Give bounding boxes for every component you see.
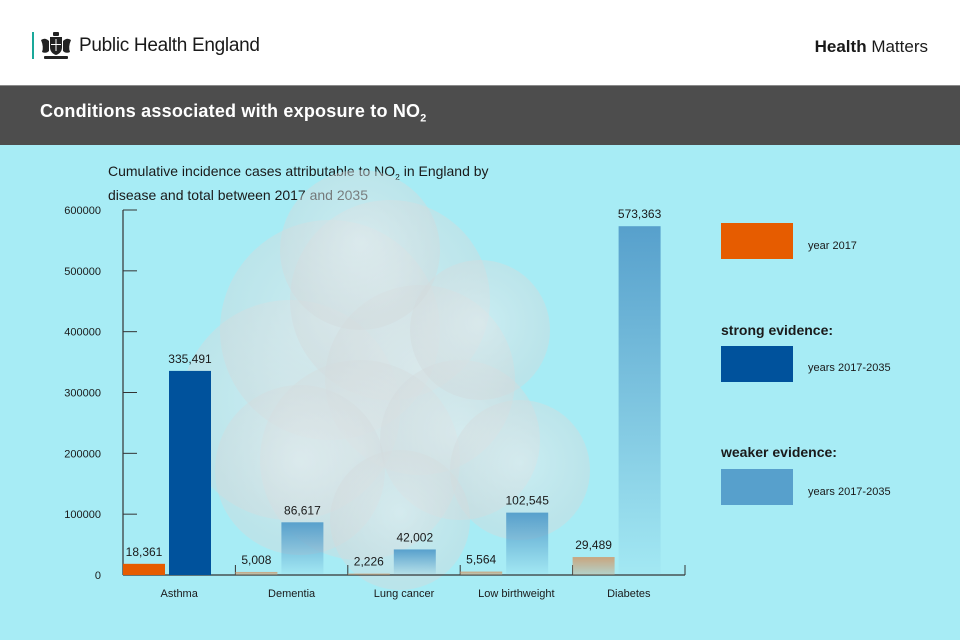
x-category-label: Diabetes bbox=[607, 588, 651, 600]
legend-label: years 2017-2035 bbox=[808, 362, 891, 374]
bar-2017-2035-weaker bbox=[618, 226, 661, 576]
data-label: 573,363 bbox=[618, 207, 662, 221]
x-category-label: Asthma bbox=[161, 588, 199, 600]
chart-title-before: Cumulative incidence cases attributable … bbox=[108, 163, 396, 179]
legend-swatch bbox=[721, 346, 793, 382]
y-tick-label: 400000 bbox=[64, 327, 101, 339]
page-title: Conditions associated with exposure to N… bbox=[40, 101, 426, 125]
legend-swatch bbox=[721, 469, 793, 505]
data-label: 29,489 bbox=[575, 538, 612, 552]
page-title-subscript: 2 bbox=[420, 112, 427, 125]
cloud-puff bbox=[410, 260, 550, 400]
data-label: 335,491 bbox=[168, 352, 212, 366]
page-title-text: Conditions associated with exposure to N… bbox=[40, 101, 421, 121]
publication-series-name: Health Matters bbox=[815, 37, 928, 57]
legend-label: years 2017-2035 bbox=[808, 486, 891, 498]
chart-title: Cumulative incidence cases attributable … bbox=[108, 162, 528, 204]
x-category-label: Dementia bbox=[268, 588, 316, 600]
bar-2017-2035-strong bbox=[169, 370, 211, 575]
bar-2017-2035-weaker bbox=[393, 549, 436, 575]
data-label: 5,564 bbox=[466, 553, 496, 567]
data-label: 86,617 bbox=[284, 503, 321, 517]
data-label: 42,002 bbox=[396, 530, 433, 544]
y-tick-label: 600000 bbox=[64, 205, 101, 217]
bar-2017-2035-weaker bbox=[506, 512, 549, 575]
bar-2017 bbox=[460, 571, 503, 575]
royal-crest-icon bbox=[41, 32, 71, 59]
logo-accent-bar bbox=[32, 32, 34, 59]
x-category-label: Lung cancer bbox=[374, 588, 435, 600]
chart-title-subscript: 2 bbox=[395, 171, 400, 182]
bar-2017 bbox=[572, 557, 615, 575]
legend-swatch bbox=[721, 223, 793, 259]
y-tick-label: 300000 bbox=[64, 388, 101, 400]
legend-label: year 2017 bbox=[808, 240, 857, 252]
y-tick-label: 200000 bbox=[64, 448, 101, 460]
bar-2017 bbox=[235, 571, 278, 575]
y-tick-label: 0 bbox=[95, 570, 101, 582]
series-name-bold: Health bbox=[814, 37, 867, 56]
cloud-puff bbox=[450, 400, 590, 540]
organisation-name: Public Health England bbox=[79, 35, 260, 56]
cloud-puff bbox=[280, 170, 440, 330]
legend-heading: strong evidence: bbox=[721, 322, 834, 338]
bar-2017 bbox=[123, 563, 165, 575]
data-label: 102,545 bbox=[506, 494, 550, 508]
smog-cloud-illustration bbox=[180, 170, 590, 590]
bar-2017 bbox=[347, 573, 390, 575]
page-header: Public Health England Health Matters bbox=[0, 0, 960, 85]
title-bar: Conditions associated with exposure to N… bbox=[0, 85, 960, 145]
y-tick-label: 100000 bbox=[64, 509, 101, 521]
series-name-rest: Matters bbox=[866, 37, 928, 56]
data-label: 18,361 bbox=[126, 545, 163, 559]
x-category-label: Low birthweight bbox=[478, 588, 554, 600]
data-label: 5,008 bbox=[241, 553, 271, 567]
bar-2017-2035-weaker bbox=[281, 522, 324, 575]
data-label: 2,226 bbox=[354, 555, 384, 569]
y-tick-label: 500000 bbox=[64, 266, 101, 278]
legend-heading: weaker evidence: bbox=[721, 444, 837, 460]
